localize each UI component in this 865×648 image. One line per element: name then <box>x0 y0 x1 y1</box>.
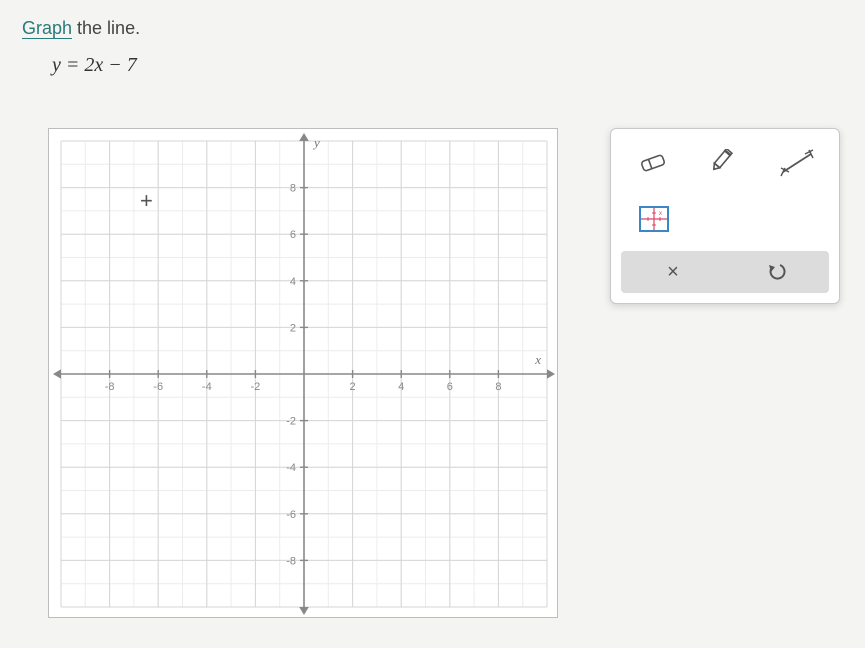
instruction-text: Graph the line. <box>22 18 140 39</box>
undo-button[interactable] <box>725 251 829 293</box>
svg-text:-2: -2 <box>286 416 296 428</box>
grid-tool-icon: x <box>639 206 669 232</box>
tool-row-2: x <box>621 195 829 243</box>
instruction-rest: the line. <box>72 18 140 38</box>
undo-icon <box>766 261 788 283</box>
line-tool-icon <box>777 148 817 178</box>
svg-text:8: 8 <box>290 183 296 195</box>
svg-text:6: 6 <box>290 229 296 241</box>
svg-text:2: 2 <box>350 381 356 393</box>
svg-text:y: y <box>312 135 320 150</box>
svg-text:x: x <box>534 352 541 367</box>
close-icon: × <box>667 261 679 284</box>
svg-text:4: 4 <box>290 276 296 288</box>
action-bar: × <box>621 251 829 293</box>
svg-text:-8: -8 <box>105 381 115 393</box>
svg-text:x: x <box>659 211 662 217</box>
grid-tool-button[interactable]: x <box>621 195 687 243</box>
svg-text:2: 2 <box>290 322 296 334</box>
svg-text:-4: -4 <box>286 462 296 474</box>
svg-text:-8: -8 <box>286 555 296 567</box>
pencil-tool-button[interactable] <box>693 139 757 187</box>
line-tool-button[interactable] <box>765 139 829 187</box>
equation-text: y = 2x − 7 <box>52 54 137 77</box>
graph-link[interactable]: Graph <box>22 18 72 39</box>
coordinate-grid[interactable]: -8 -6 -4 -2 2 4 6 8 -8 -6 -4 -2 2 4 6 8 x y <box>49 129 559 619</box>
eraser-icon <box>636 151 670 175</box>
svg-text:-6: -6 <box>286 509 296 521</box>
svg-text:4: 4 <box>398 381 404 393</box>
svg-text:-4: -4 <box>202 381 212 393</box>
tool-row-1 <box>621 139 829 187</box>
svg-text:8: 8 <box>495 381 501 393</box>
drawing-toolbox: x × <box>610 128 840 304</box>
svg-text:-2: -2 <box>251 381 261 393</box>
clear-button[interactable]: × <box>621 251 725 293</box>
eraser-tool-button[interactable] <box>621 139 685 187</box>
graph-canvas[interactable]: -8 -6 -4 -2 2 4 6 8 -8 -6 -4 -2 2 4 6 8 x y <box>48 128 558 618</box>
pencil-icon <box>708 149 742 177</box>
svg-text:6: 6 <box>447 381 453 393</box>
svg-text:-6: -6 <box>153 381 163 393</box>
